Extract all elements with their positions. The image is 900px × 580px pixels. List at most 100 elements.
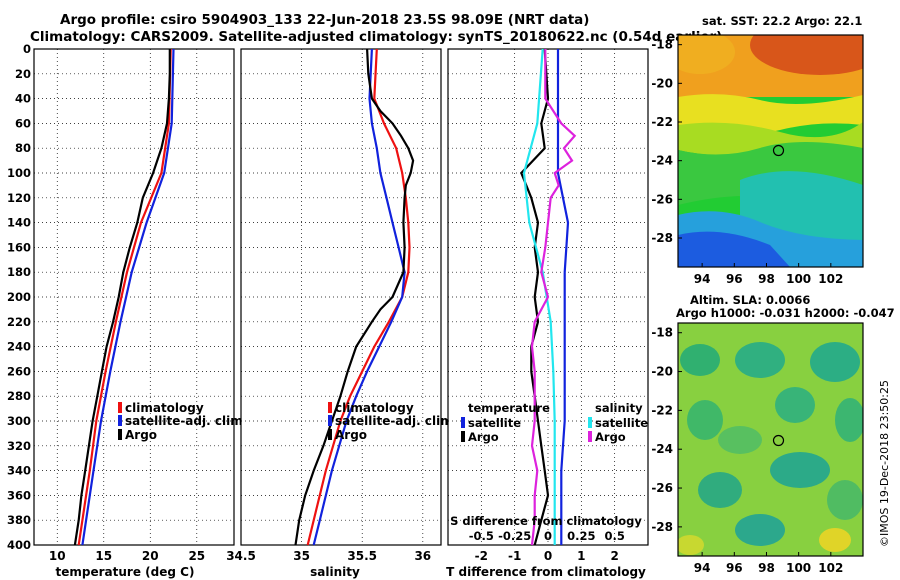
depth-tick-label: 100 bbox=[7, 166, 31, 180]
series-line-climatology bbox=[77, 48, 172, 546]
sst-map-title: sat. SST: 22.2 Argo: 22.1 bbox=[702, 14, 863, 28]
s-diff-tick-label: -0.25 bbox=[498, 529, 531, 543]
lon-tick-label: 102 bbox=[818, 272, 843, 286]
s-diff-tick-label: -0.5 bbox=[469, 529, 494, 543]
depth-tick-label: 120 bbox=[7, 191, 31, 205]
legend-title-salinity: salinity bbox=[595, 401, 643, 415]
lat-tick-label: -26 bbox=[651, 481, 673, 495]
legend-swatch-s-argo bbox=[588, 431, 592, 442]
lat-tick-label: -28 bbox=[651, 520, 673, 534]
lon-tick-label: 96 bbox=[726, 561, 743, 575]
series-line-satellite-adj-clim bbox=[312, 48, 406, 546]
legend-label-t-argo: Argo bbox=[468, 430, 499, 444]
legend-swatch-argo bbox=[328, 429, 332, 440]
t-diff-tick-label: 1 bbox=[577, 549, 585, 563]
depth-tick-label: 360 bbox=[7, 488, 31, 502]
legend-swatch-climatology bbox=[118, 402, 122, 413]
sla-map-title: Altim. SLA: 0.0066 bbox=[690, 293, 811, 307]
x-tick-label: 35.5 bbox=[347, 549, 377, 563]
s-difference-label: S difference from climatology bbox=[450, 514, 642, 528]
depth-tick-label: 60 bbox=[15, 116, 31, 130]
x-tick-label: 34.5 bbox=[226, 549, 256, 563]
lat-tick-label: -20 bbox=[651, 76, 673, 90]
lat-tick-label: -24 bbox=[651, 442, 673, 456]
sst-map: 94 96 98 100 102 -18 -20 -22 -24 -26 -28 bbox=[651, 34, 864, 286]
t-diff-tick-label: 2 bbox=[610, 549, 618, 563]
lat-tick-label: -22 bbox=[651, 115, 673, 129]
x-tick-label: 10 bbox=[49, 549, 66, 563]
legend-title-temperature: temperature bbox=[468, 401, 550, 415]
lon-tick-label: 102 bbox=[818, 561, 843, 575]
depth-tick-label: 0 bbox=[23, 42, 31, 56]
depth-tick-label: 340 bbox=[7, 464, 31, 478]
difference-panel: -2 -1 0 1 2 -0.5 -0.25 0 0.25 0.5 S difference fr… bbox=[446, 48, 649, 579]
salinity-legend: climatology satellite-adj. clim. Argo bbox=[328, 401, 457, 442]
series-line-climatology bbox=[306, 48, 411, 546]
lat-tick-label: -28 bbox=[651, 231, 673, 245]
series-line-satellite-adj-clim bbox=[81, 48, 175, 546]
depth-tick-label: 380 bbox=[7, 513, 31, 527]
t-diff-tick-label: -2 bbox=[475, 549, 488, 563]
lon-tick-label: 98 bbox=[758, 561, 775, 575]
sla-map: 94 96 98 100 102 -18 -20 -22 -24 -26 -28 bbox=[651, 322, 864, 575]
x-tick-label: 36 bbox=[414, 549, 431, 563]
legend-swatch-t-satellite bbox=[461, 417, 465, 428]
depth-tick-label: 40 bbox=[15, 92, 31, 106]
depth-tick-label: 200 bbox=[7, 290, 31, 304]
t-diff-tick-label: -1 bbox=[508, 549, 521, 563]
lat-tick-label: -18 bbox=[651, 38, 673, 52]
series-line-t-satellite bbox=[556, 49, 570, 545]
depth-tick-label: 180 bbox=[7, 265, 31, 279]
lat-tick-label: -24 bbox=[651, 154, 673, 168]
legend-swatch-satellite-adj bbox=[118, 415, 122, 426]
depth-tick-label: 260 bbox=[7, 364, 31, 378]
legend-label-argo: Argo bbox=[335, 428, 367, 442]
series-line-s-satellite bbox=[522, 48, 556, 545]
lat-tick-label: -26 bbox=[651, 192, 673, 206]
x-tick-label: 35 bbox=[293, 549, 310, 563]
salinity-x-label: salinity bbox=[310, 565, 360, 579]
profile-title: Argo profile: csiro 5904903_133 22-Jun-2… bbox=[60, 12, 590, 28]
argo-location-marker bbox=[772, 144, 785, 157]
series-line-argo bbox=[73, 49, 171, 546]
series-line-s-argo bbox=[530, 49, 577, 546]
x-tick-label: 15 bbox=[95, 549, 112, 563]
legend-label-satellite-adj: satellite-adj. clim. bbox=[125, 414, 247, 428]
lon-tick-label: 100 bbox=[786, 272, 811, 286]
lon-tick-label: 94 bbox=[694, 272, 711, 286]
legend-label-argo: Argo bbox=[125, 428, 157, 442]
difference-legend: temperature satellite Argo salinity sate… bbox=[461, 401, 648, 444]
s-diff-tick-label: 0.25 bbox=[567, 529, 595, 543]
series-line-argo bbox=[294, 48, 415, 546]
legend-label-s-argo: Argo bbox=[595, 430, 626, 444]
depth-tick-label: 160 bbox=[7, 240, 31, 254]
legend-label-t-satellite: satellite bbox=[468, 416, 521, 430]
s-diff-tick-label: 0.5 bbox=[604, 529, 624, 543]
depth-tick-label: 140 bbox=[7, 216, 31, 230]
lon-tick-label: 100 bbox=[786, 561, 811, 575]
legend-swatch-t-argo bbox=[461, 431, 465, 442]
legend-label-climatology: climatology bbox=[335, 401, 414, 415]
salinity-panel: 34.5 35 35.5 36 salinity climatology satell… bbox=[226, 48, 457, 579]
s-diff-tick-label: 0 bbox=[544, 529, 552, 543]
depth-tick-label: 300 bbox=[7, 414, 31, 428]
climatology-title: Climatology: CARS2009. Satellite-adjuste… bbox=[30, 29, 723, 45]
legend-swatch-satellite-adj bbox=[328, 415, 332, 426]
depth-tick-label: 240 bbox=[7, 340, 31, 354]
t-diff-tick-label: 0 bbox=[544, 549, 552, 563]
legend-swatch-climatology bbox=[328, 402, 332, 413]
lat-tick-label: -22 bbox=[651, 403, 673, 417]
legend-label-s-satellite: satellite bbox=[595, 416, 648, 430]
t-difference-label: T difference from climatology bbox=[446, 565, 646, 579]
legend-swatch-argo bbox=[118, 429, 122, 440]
lon-tick-label: 96 bbox=[726, 272, 743, 286]
depth-tick-label: 20 bbox=[15, 67, 31, 81]
argo-location-marker bbox=[772, 434, 785, 447]
temperature-panel: 0 20 40 60 80 100 120 140 160 180 200 220 240 260 280 3… bbox=[7, 42, 247, 579]
temperature-legend: climatology satellite-adj. clim. Argo bbox=[118, 401, 247, 442]
legend-label-satellite-adj: satellite-adj. clim. bbox=[335, 414, 457, 428]
depth-tick-label: 280 bbox=[7, 389, 31, 403]
lon-tick-label: 94 bbox=[694, 561, 711, 575]
temperature-x-label: temperature (deg C) bbox=[56, 565, 195, 579]
depth-tick-label: 320 bbox=[7, 439, 31, 453]
